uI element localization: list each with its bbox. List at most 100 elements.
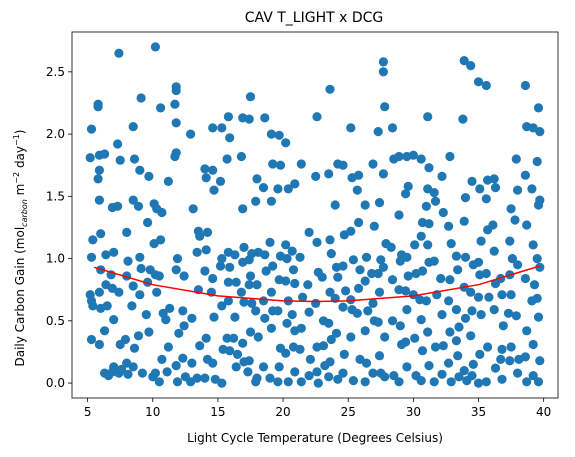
data-point	[326, 334, 336, 345]
data-point	[215, 176, 226, 186]
data-point	[208, 273, 218, 284]
data-point	[223, 277, 233, 287]
data-point	[376, 255, 386, 265]
data-point	[223, 112, 233, 122]
data-point	[496, 354, 506, 364]
data-point	[338, 368, 348, 378]
data-point	[171, 361, 181, 371]
data-point	[520, 352, 531, 362]
chart-title: CAV T_LIGHT x DCG	[245, 10, 383, 26]
data-point	[282, 318, 292, 328]
data-point	[459, 216, 469, 226]
data-point	[274, 362, 284, 372]
data-point	[209, 185, 219, 195]
data-point	[273, 306, 283, 316]
data-point	[498, 321, 508, 331]
data-point	[466, 61, 476, 71]
data-point	[408, 290, 418, 300]
data-point	[497, 374, 507, 384]
data-point	[239, 297, 249, 307]
data-point	[423, 327, 433, 337]
data-point	[275, 160, 286, 170]
data-point	[367, 268, 377, 279]
data-point	[438, 341, 448, 351]
data-point	[208, 165, 218, 175]
data-point	[243, 367, 253, 377]
data-point	[244, 255, 254, 265]
data-point	[416, 154, 426, 164]
data-point	[360, 377, 370, 387]
data-point	[394, 210, 404, 220]
data-point	[312, 237, 322, 247]
data-point	[129, 154, 140, 164]
points-layer	[85, 42, 545, 388]
data-point	[417, 266, 428, 276]
data-point	[475, 184, 485, 194]
data-point	[490, 183, 501, 193]
data-point	[260, 113, 270, 123]
data-point	[416, 231, 426, 241]
data-point	[424, 219, 434, 229]
data-point	[290, 179, 300, 189]
data-point	[522, 326, 532, 336]
data-point	[535, 262, 545, 272]
y-tick-label: 2.0	[46, 127, 65, 141]
data-point	[94, 165, 104, 175]
data-point	[253, 332, 263, 342]
data-point	[86, 334, 97, 345]
data-point	[150, 368, 160, 378]
data-point	[473, 378, 484, 388]
data-point	[423, 112, 433, 122]
data-point	[88, 235, 98, 245]
data-point	[136, 93, 146, 103]
data-point	[467, 371, 477, 381]
data-point	[476, 310, 486, 320]
data-point	[528, 371, 538, 381]
data-point	[94, 339, 104, 350]
data-point	[281, 348, 291, 358]
data-point	[179, 271, 189, 281]
data-point	[283, 377, 293, 387]
data-point	[417, 346, 428, 356]
data-point	[338, 261, 348, 271]
data-point	[171, 265, 181, 275]
data-point	[429, 188, 439, 198]
data-point	[352, 185, 362, 195]
data-point	[236, 151, 246, 162]
data-point	[296, 323, 306, 333]
data-point	[489, 246, 499, 256]
data-point	[258, 183, 269, 193]
data-point	[430, 342, 441, 352]
data-point	[360, 200, 370, 210]
data-point	[395, 321, 405, 331]
data-point	[436, 273, 446, 284]
data-point	[86, 252, 97, 262]
data-point	[460, 193, 471, 203]
data-point	[505, 356, 515, 366]
data-point	[174, 328, 184, 338]
data-point	[459, 56, 469, 66]
data-point	[273, 377, 283, 387]
data-point	[459, 366, 469, 376]
data-point	[157, 354, 167, 364]
data-point	[231, 362, 241, 372]
x-tick-label: 20	[275, 405, 290, 419]
data-point	[416, 315, 426, 325]
data-point	[266, 129, 276, 139]
y-axis-label-subscript: carbon	[20, 199, 29, 227]
data-point	[325, 84, 335, 94]
data-point	[355, 265, 365, 275]
data-point	[258, 362, 269, 372]
data-point	[94, 287, 104, 297]
data-point	[225, 346, 235, 356]
data-point	[128, 195, 138, 205]
data-point	[506, 204, 516, 214]
data-point	[192, 373, 202, 383]
data-point	[497, 290, 507, 300]
data-point	[163, 176, 173, 186]
data-point	[251, 377, 261, 387]
data-point	[163, 342, 173, 352]
x-axis-label: Light Cycle Temperature (Degrees Celsius…	[187, 431, 443, 445]
data-point	[287, 246, 297, 256]
data-point	[170, 151, 180, 162]
